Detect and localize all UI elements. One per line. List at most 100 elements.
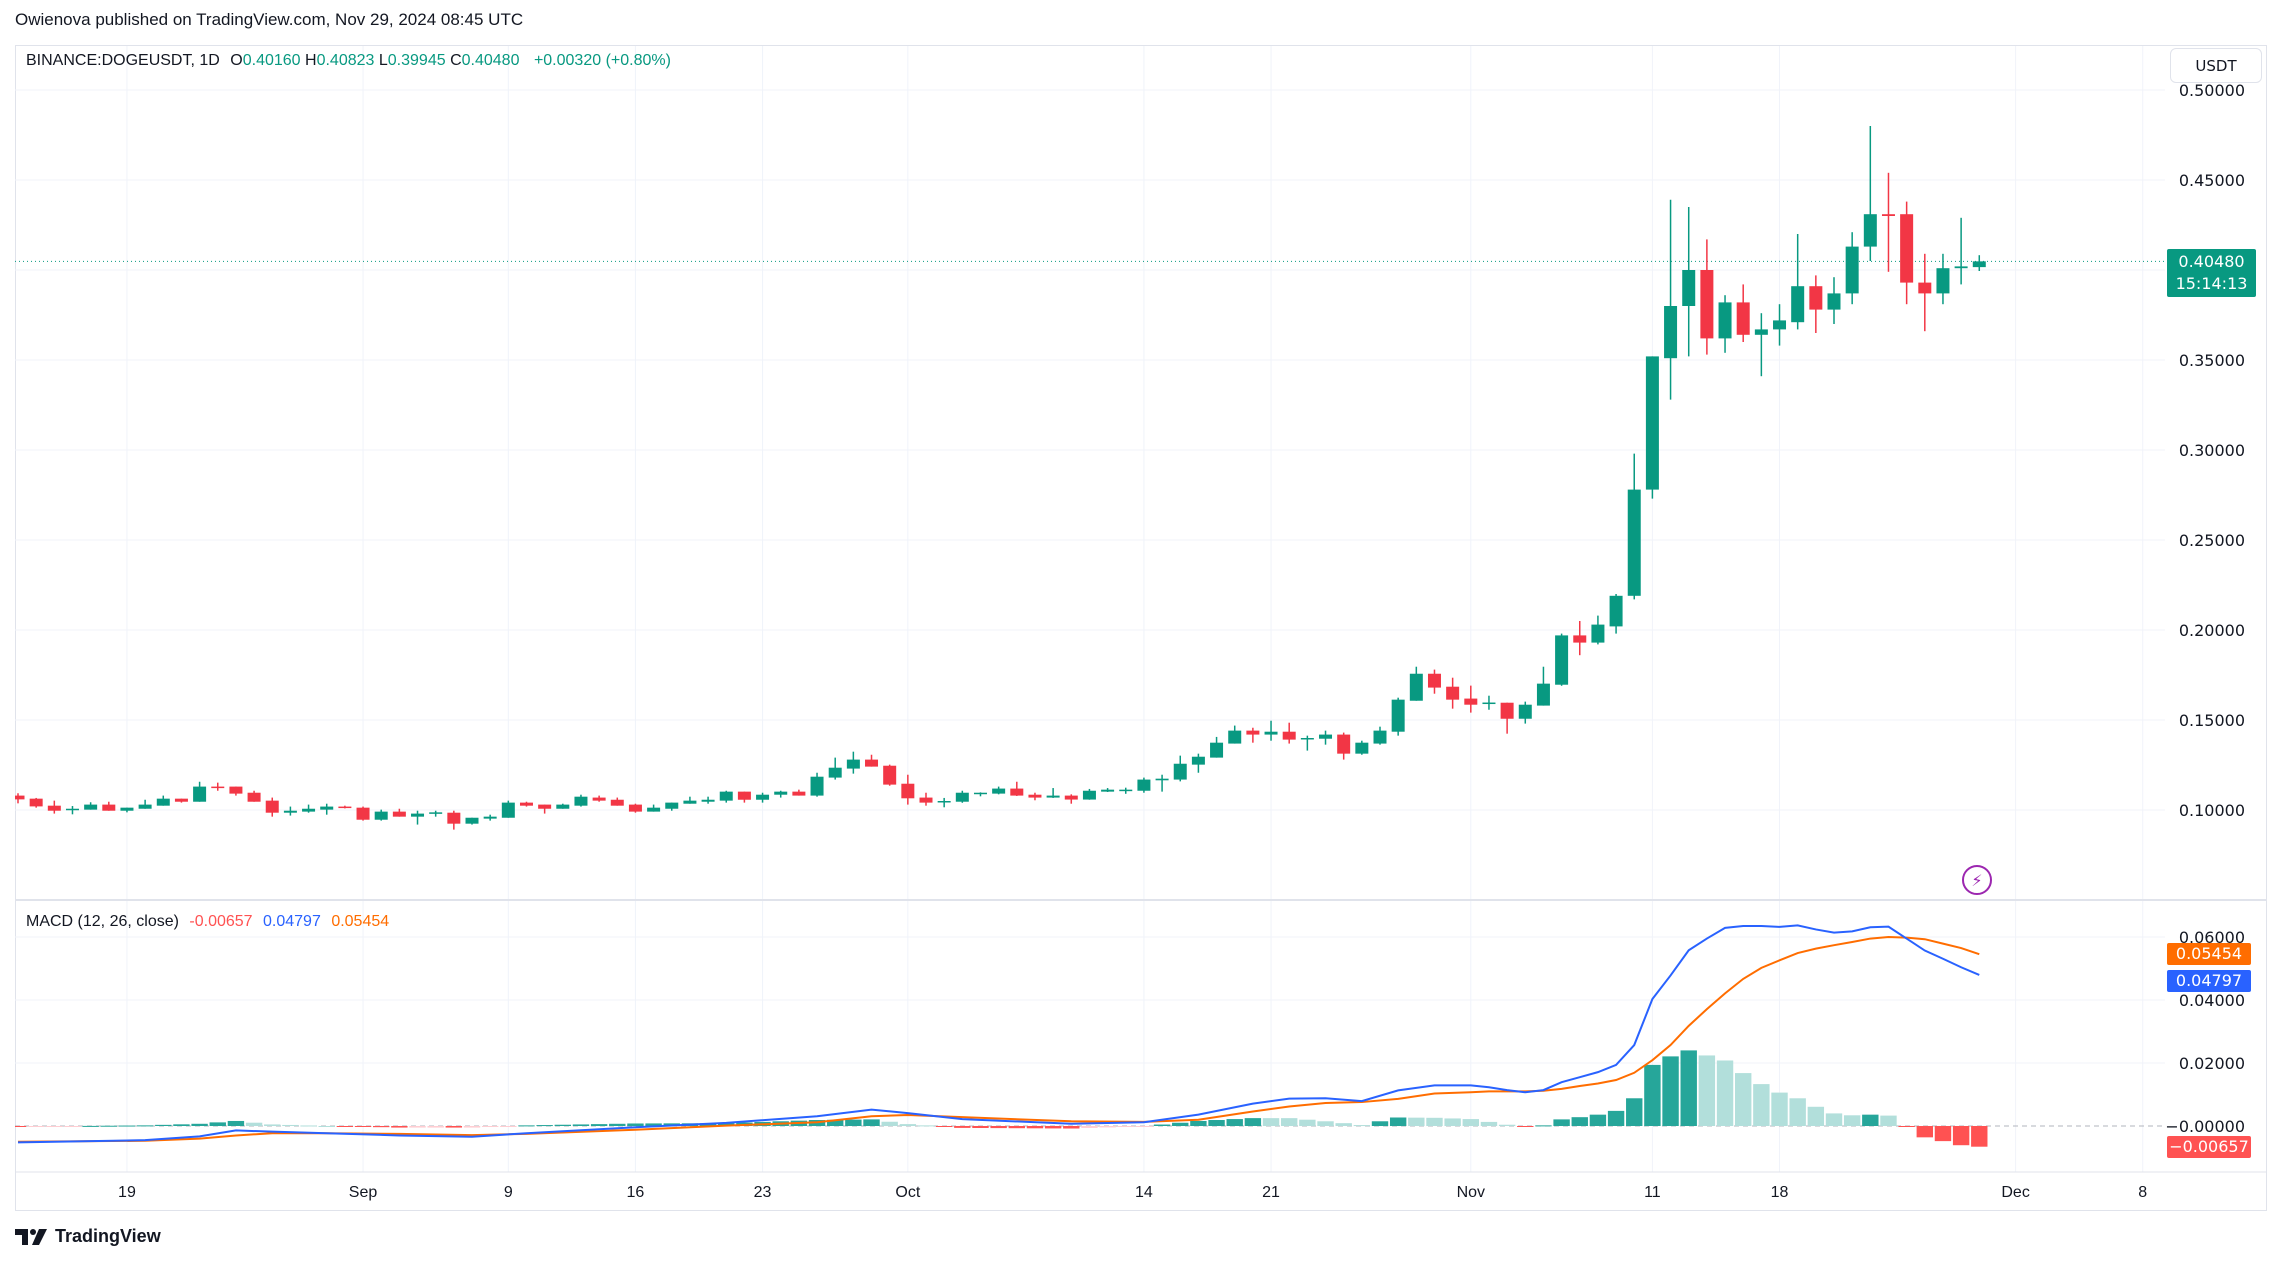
- macd-histogram-bar: [1044, 1126, 1062, 1129]
- candle-down: [1900, 214, 1914, 283]
- candle-up: [320, 806, 334, 810]
- candle-up: [65, 808, 79, 811]
- macd-histogram-bar: [536, 1125, 553, 1127]
- macd-histogram-bar: [627, 1123, 644, 1126]
- macd-histogram-bar: [1553, 1119, 1570, 1126]
- price-axis-label: 0.45000: [2179, 171, 2245, 190]
- candle-down: [1464, 698, 1478, 705]
- macd-histogram-bar: [1680, 1050, 1697, 1126]
- macd-histogram-bar: [1371, 1121, 1389, 1126]
- tradingview-footer[interactable]: TradingView: [15, 1226, 161, 1247]
- macd-signal-axis-label: 0.05454: [2167, 943, 2251, 966]
- macd-title[interactable]: MACD (12, 26, close): [26, 913, 179, 930]
- macd-histogram-bar: [245, 1122, 263, 1126]
- macd-histogram-bar: [609, 1123, 626, 1126]
- macd-histogram-bar: [1117, 1126, 1134, 1127]
- macd-histogram-bar: [1099, 1126, 1116, 1128]
- bar-countdown: 15:14:13: [2175, 274, 2248, 293]
- candle-up: [374, 811, 388, 820]
- candle-down: [1700, 270, 1714, 339]
- candle-up: [84, 804, 98, 810]
- macd-histogram-bar: [463, 1126, 481, 1128]
- candle-down: [174, 798, 188, 802]
- time-axis-label: 14: [1135, 1184, 1153, 1201]
- symbol-name[interactable]: BINANCE:DOGEUSDT, 1D: [26, 52, 220, 69]
- high-key: H: [305, 52, 317, 69]
- candle-down: [865, 759, 879, 767]
- macd-axis-label: 0.02000: [2179, 1054, 2245, 1073]
- candle-up: [665, 802, 679, 809]
- macd-histogram-bar: [427, 1126, 444, 1128]
- macd-histogram-bar: [972, 1126, 989, 1128]
- time-axis-label: 19: [118, 1184, 136, 1201]
- candle-down: [1028, 794, 1042, 798]
- candle-up: [937, 801, 951, 803]
- candle-up: [1155, 778, 1169, 781]
- candle-up: [992, 788, 1006, 794]
- macd-histogram-bar: [1735, 1073, 1752, 1126]
- candle-up: [1591, 624, 1605, 643]
- candle-up: [501, 802, 515, 818]
- macd-histogram-bar: [1444, 1118, 1461, 1126]
- macd-histogram-bar: [1952, 1126, 1970, 1146]
- candle-down: [1736, 302, 1750, 335]
- macd-histogram-bar: [391, 1126, 408, 1128]
- last-price: 0.40480: [2178, 252, 2245, 271]
- candle-up: [120, 807, 134, 811]
- macd-histogram-bar: [1063, 1126, 1080, 1129]
- candle-down: [1881, 214, 1895, 216]
- macd-histogram-bar: [1172, 1122, 1189, 1126]
- candle-up: [756, 794, 770, 800]
- macd-histogram-bar: [27, 1126, 45, 1127]
- tradingview-logo-icon: [15, 1228, 47, 1245]
- time-axis-label: Oct: [895, 1184, 920, 1201]
- macd-histogram-bar: [1153, 1124, 1171, 1126]
- macd-histogram-bar: [1462, 1119, 1479, 1126]
- candle-down: [1573, 635, 1587, 643]
- macd-hist-axis-label: −0.00657: [2167, 1135, 2251, 1158]
- candle-down: [792, 791, 806, 796]
- candle-up: [1863, 214, 1877, 247]
- time-axis-label: 11: [1644, 1184, 1661, 1201]
- candle-down: [1337, 734, 1351, 754]
- candle-up: [1482, 702, 1496, 705]
- candle-up: [701, 799, 715, 802]
- candle-up: [846, 759, 860, 769]
- macd-histogram-bar: [1353, 1125, 1371, 1127]
- candle-up: [683, 800, 697, 804]
- candle-up: [1718, 302, 1732, 339]
- candle-up: [193, 786, 207, 802]
- macd-histogram-bar: [863, 1119, 880, 1126]
- candle-up: [1264, 731, 1278, 735]
- candle-down: [211, 786, 225, 789]
- macd-histogram-bar: [136, 1125, 154, 1127]
- candle-down: [737, 791, 751, 800]
- macd-histogram-bar: [1335, 1123, 1352, 1126]
- macd-histogram-bar: [572, 1124, 590, 1126]
- candle-up: [1827, 293, 1841, 310]
- macd-histogram-bar: [1317, 1121, 1334, 1126]
- macd-histogram-bar: [155, 1124, 172, 1126]
- candle-up: [719, 791, 733, 801]
- macd-histogram-bar: [1299, 1119, 1316, 1126]
- macd-legend: MACD (12, 26, close) -0.00657 0.04797 0.…: [26, 913, 395, 931]
- plot-area: [15, 46, 2165, 1172]
- macd-histogram-bar: [1698, 1055, 1716, 1126]
- candle-up: [1191, 756, 1205, 765]
- lightning-icon[interactable]: ⚡: [1962, 865, 1992, 895]
- macd-histogram-bar: [1281, 1118, 1298, 1126]
- candle-down: [265, 800, 279, 813]
- macd-axis-label: 0.04000: [2179, 991, 2245, 1010]
- candle-up: [1173, 763, 1187, 780]
- price-axis-label: 0.35000: [2179, 351, 2245, 370]
- time-axis-label: Sep: [349, 1184, 378, 1201]
- time-axis-label: Nov: [1457, 1184, 1485, 1201]
- macd-histogram-bar: [1208, 1120, 1225, 1126]
- macd-histogram-bar: [1589, 1114, 1607, 1126]
- currency-button[interactable]: USDT: [2170, 48, 2262, 83]
- macd-histogram-bar: [118, 1125, 136, 1127]
- macd-histogram-bar: [1753, 1084, 1770, 1126]
- candle-up: [1355, 742, 1369, 754]
- candle-up: [774, 791, 788, 795]
